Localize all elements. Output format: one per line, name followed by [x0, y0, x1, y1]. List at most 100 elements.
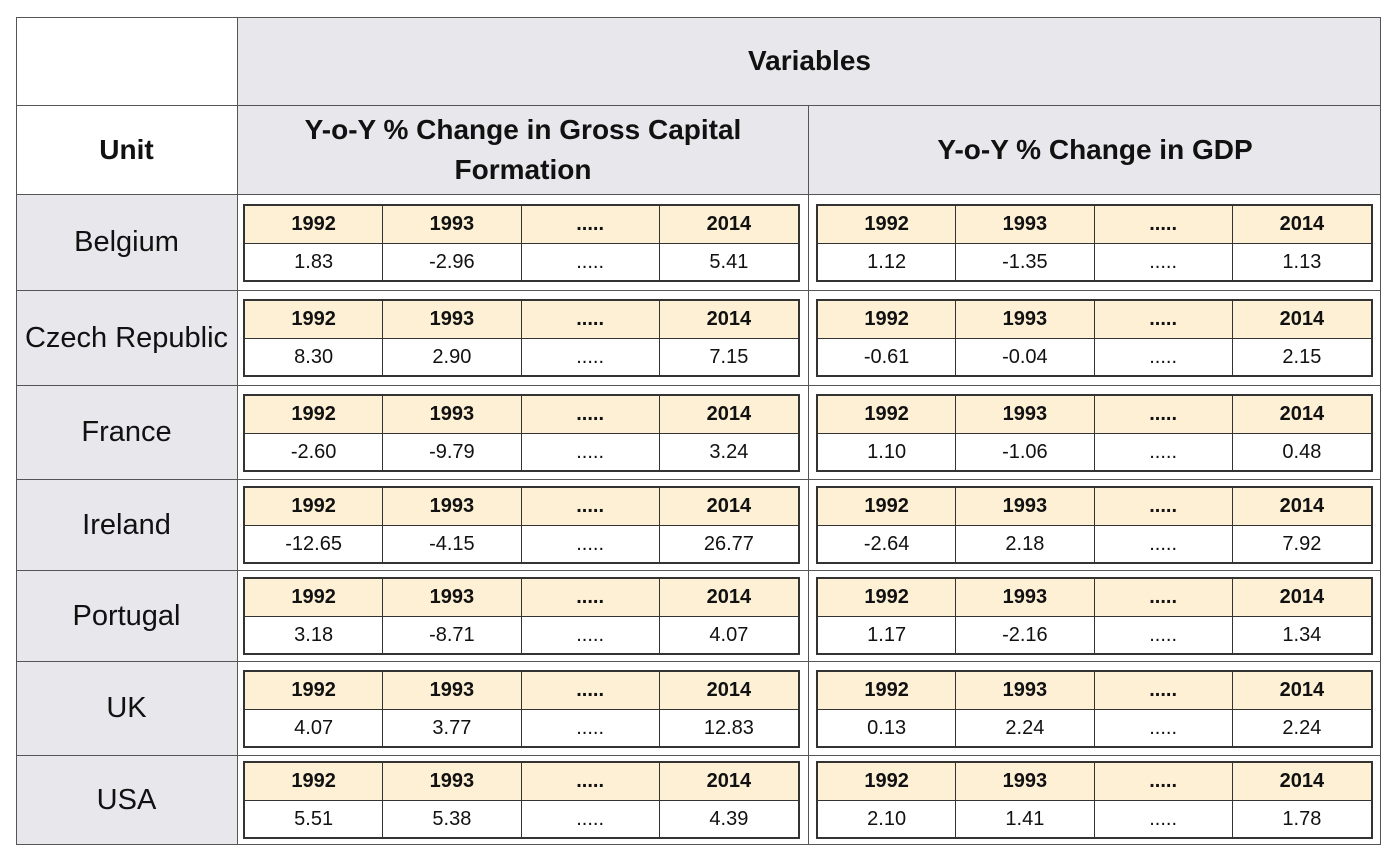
year-cell: 1993	[383, 301, 522, 339]
value-cell: -9.79	[383, 434, 522, 470]
row-divider	[16, 479, 1381, 480]
year-cell: 2014	[1232, 579, 1371, 617]
value-cell: 2.10	[818, 801, 957, 837]
value-cell: .....	[1095, 244, 1233, 280]
value-cell: 5.38	[383, 801, 522, 837]
year-cell: .....	[521, 763, 660, 801]
year-cell: .....	[521, 579, 660, 617]
year-cell: 1993	[383, 488, 522, 526]
value-cell: 4.39	[709, 807, 749, 830]
row-divider	[16, 570, 1381, 571]
year-cell: .....	[1094, 672, 1233, 710]
variables-header: Variables	[238, 17, 1381, 105]
year-cell: 1992	[818, 488, 957, 526]
value-cell: .....	[1095, 434, 1233, 470]
gdp-mini-table: 1992 1993..... 2014 1.10 -1.06..... 0.48	[816, 394, 1373, 472]
value-cell: 4.07	[245, 710, 384, 746]
unit-cell: Czech Republic	[16, 291, 237, 385]
unit-cell: Portugal	[16, 571, 237, 661]
gdp-mini-table: 1992 1993..... 2014 1.12 -1.35..... 1.13	[816, 204, 1373, 282]
gcf-mini-table: 1992 1993..... 2014 4.07 3.77..... 12.83	[243, 670, 800, 748]
year-cell: 2014	[659, 301, 798, 339]
unit-cell: USA	[16, 756, 237, 844]
year-cell: 1992	[818, 763, 957, 801]
year-cell: 1992	[245, 396, 384, 434]
border-right	[1380, 17, 1381, 845]
gdp-mini-table: 1992 1993..... 2014 -0.61 -0.04..... 2.15	[816, 299, 1373, 377]
value-cell: .....	[522, 710, 660, 746]
year-cell: 1993	[956, 301, 1095, 339]
year-cell: 1992	[245, 763, 384, 801]
value-cell: .....	[522, 526, 660, 562]
value-cell: 2.24	[956, 710, 1095, 746]
value-cell: 3.77	[383, 710, 522, 746]
value-cell: 1.17	[818, 617, 957, 653]
year-cell: .....	[1094, 301, 1233, 339]
year-cell: 2014	[1232, 301, 1371, 339]
value-cell: -1.35	[956, 244, 1095, 280]
value-cell: 1.13	[1282, 250, 1322, 273]
border-bottom	[16, 844, 1381, 845]
year-cell: 1993	[956, 763, 1095, 801]
year-cell: 2014	[659, 488, 798, 526]
gcf-mini-table: 1992 1993..... 2014 5.51 5.38..... 4.39	[243, 761, 800, 839]
year-cell: 1992	[818, 672, 957, 710]
value-cell: .....	[1095, 801, 1233, 837]
unit-cell: France	[16, 386, 237, 479]
year-cell: 1992	[245, 488, 384, 526]
value-cell: .....	[1095, 710, 1233, 746]
value-cell: 2.90	[383, 339, 522, 375]
year-cell: 1992	[245, 206, 384, 244]
year-cell: 2014	[1232, 396, 1371, 434]
value-cell: 3.18	[245, 617, 384, 653]
value-cell: .....	[522, 617, 660, 653]
year-cell: 1992	[818, 396, 957, 434]
year-cell: 1993	[956, 488, 1095, 526]
value-cell: -2.16	[956, 617, 1095, 653]
value-cell: -2.60	[245, 434, 384, 470]
gcf-mini-table: 1992 1993..... 2014 -2.60 -9.79..... 3.24	[243, 394, 800, 472]
gdp-mini-table: 1992 1993..... 2014 0.13 2.24..... 2.24	[816, 670, 1373, 748]
value-cell: 7.15	[709, 345, 749, 368]
value-cell: .....	[522, 339, 660, 375]
value-cell: 2.24	[1282, 716, 1322, 739]
gdp-header: Y-o-Y % Change in GDP	[809, 106, 1381, 194]
value-cell: .....	[1095, 526, 1233, 562]
border-unit-col	[237, 17, 238, 845]
year-cell: 2014	[1232, 672, 1371, 710]
value-cell: .....	[522, 244, 660, 280]
value-cell: .....	[1095, 617, 1233, 653]
gdp-mini-table: 1992 1993..... 2014 -2.64 2.18..... 7.92	[816, 486, 1373, 564]
value-cell: 7.92	[1282, 532, 1322, 555]
value-cell: -0.04	[956, 339, 1095, 375]
year-cell: 1992	[245, 579, 384, 617]
year-cell: .....	[1094, 396, 1233, 434]
value-cell: 12.83	[703, 716, 754, 739]
year-cell: 1992	[818, 301, 957, 339]
year-cell: .....	[1094, 763, 1233, 801]
value-cell: 1.83	[245, 244, 384, 280]
year-cell: .....	[521, 672, 660, 710]
year-cell: 2014	[1232, 763, 1371, 801]
border-var-split	[808, 105, 809, 845]
unit-cell: UK	[16, 662, 237, 755]
year-cell: .....	[521, 206, 660, 244]
gcf-mini-table: 1992 1993..... 2014 1.83 -2.96..... 5.41	[243, 204, 800, 282]
value-cell: 8.30	[245, 339, 384, 375]
value-cell: -0.61	[818, 339, 957, 375]
year-cell: 1993	[956, 579, 1095, 617]
gcf-mini-table: 1992 1993..... 2014 -12.65 -4.15..... 26.77	[243, 486, 800, 564]
unit-cell: Ireland	[16, 480, 237, 570]
year-cell: 2014	[659, 206, 798, 244]
value-cell: 5.41	[709, 250, 749, 273]
gcf-mini-table: 1992 1993..... 2014 8.30 2.90..... 7.15	[243, 299, 800, 377]
year-cell: 2014	[659, 763, 798, 801]
unit-cell: Belgium	[16, 195, 237, 290]
row-divider	[16, 661, 1381, 662]
border-header-bottom	[16, 194, 1381, 195]
year-cell: 1993	[956, 396, 1095, 434]
value-cell: .....	[522, 801, 660, 837]
border-left	[16, 17, 17, 845]
value-cell: 1.78	[1282, 807, 1322, 830]
value-cell: 2.18	[956, 526, 1095, 562]
